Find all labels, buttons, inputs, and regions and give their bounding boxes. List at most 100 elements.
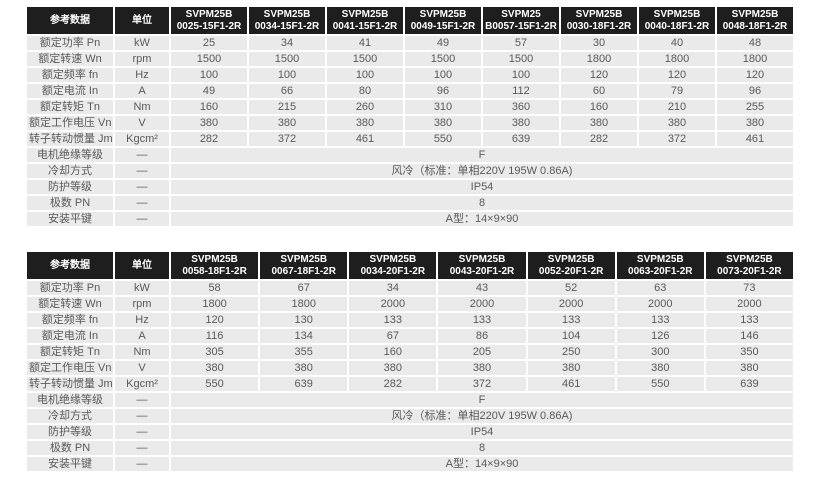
spec-value: 639 [705,377,793,391]
spec-value: 380 [639,116,715,130]
spec-value: 133 [527,313,615,327]
row-param-label: 转子转动惯量 Jm [27,132,113,146]
model-series-label: SVPM25B [369,253,417,265]
spec-value: 380 [405,116,481,130]
model-code-label: 0043-20F1-2R [449,265,515,277]
spec-value: 160 [561,100,637,114]
row-param-label: 额定工作电压 Vn [27,116,113,130]
row-unit-label: — [115,164,169,178]
spec-value: 1500 [483,52,559,66]
spec-value: 120 [717,68,793,82]
row-unit-label: Kgcm² [115,132,169,146]
spec-table-15-18-series: 参考数据 单位 SVPM25B 0025-15F1-2R SVPM25B 0034-1… [25,5,795,228]
model-header: SVPM25B 0048-18F1-2R [717,7,793,34]
spec-value: 355 [260,345,348,359]
row-unit-label: — [115,180,169,194]
model-header: SVPM25B 0049-15F1-2R [405,7,481,34]
model-code-label: 0063-20F1-2R [628,265,693,277]
merged-spec-value: F [171,393,793,407]
spec-row: 额定功率 Pn kW 25 34 41 49 57 30 40 48 [27,36,793,50]
row-param-label: 额定功率 Pn [27,36,113,50]
merged-spec-value: A型：14×9×90 [171,457,793,471]
spec-value: 255 [717,100,793,114]
row-param-label: 冷却方式 [27,164,113,178]
model-code-label: 0048-18F1-2R [722,20,788,32]
model-header: SVPM25B 0040-18F1-2R [639,7,715,34]
spec-value: 380 [171,361,259,375]
spec-row: 防护等级 — IP54 [27,425,793,439]
spec-value: 372 [639,132,715,146]
row-param-label: 额定频率 fn [27,68,113,82]
model-series-label: SVPM25B [547,253,595,265]
model-series-label: SVPM25B [419,8,467,20]
spec-value: 1800 [717,52,793,66]
model-series-label: SVPM25B [191,253,238,265]
spec-value: 2000 [527,297,615,311]
spec-row: 冷却方式 — 风冷（标准：单相220V 195W 0.86A) [27,164,793,178]
row-unit-label: A [115,329,169,343]
row-param-label: 转子转动惯量 Jm [27,377,113,391]
spec-value: 41 [327,36,403,50]
row-param-label: 电机绝缘等级 [27,393,113,407]
spec-row: 额定电流 In A 116 134 67 86 104 126 146 [27,329,793,343]
row-param-label: 电机绝缘等级 [27,148,113,162]
spec-row: 极数 PN —8 [27,196,793,210]
model-code-label: 0041-15F1-2R [332,20,398,32]
spec-value: 58 [171,281,259,295]
spec-table-18-20-series: 参考数据 单位 SVPM25B 0058-18F1-2R SVPM25B 0067-1… [25,250,795,473]
spec-value: 380 [349,361,437,375]
model-header: SVPM25B 0067-18F1-2R [260,252,348,279]
spec-value: 52 [527,281,615,295]
spec-value: 380 [171,116,247,130]
model-code-label: 0025-15F1-2R [176,20,242,32]
spec-row: 额定转速 Wn rpm 1800 1800 2000 2000 2000 2000 2000 [27,297,793,311]
spec-value: 66 [249,84,325,98]
row-unit-label: V [115,116,169,130]
row-param-label: 安装平键 [27,212,113,226]
spec-value: 120 [561,68,637,82]
spec-value: 96 [717,84,793,98]
spec-row: 额定功率 Pn kW 58 67 34 43 52 63 73 [27,281,793,295]
spec-value: 86 [438,329,526,343]
row-param-label: 防护等级 [27,425,113,439]
spec-value: 134 [260,329,348,343]
spec-value: 380 [705,361,793,375]
spec-value: 100 [249,68,325,82]
model-series-label: SVPM25B [575,8,623,20]
model-code-label: 0049-15F1-2R [410,20,476,32]
row-param-label: 极数 PN [27,196,113,210]
model-series-label: SVPM25B [185,8,233,20]
spec-row: 额定工作电压 Vn V 380 380 380 380 380 380 380 380 [27,116,793,130]
spec-value: 380 [327,116,403,130]
spec-value: 305 [171,345,259,359]
spec-value: 282 [171,132,247,146]
spec-value: 205 [438,345,526,359]
merged-spec-value: 风冷（标准：单相220V 195W 0.86A) [171,164,793,178]
row-param-label: 额定功率 Pn [27,281,113,295]
spec-row: 安装平键 — A型：14×9×90 [27,212,793,226]
model-code-label: 0034-15F1-2R [254,20,320,32]
spec-value: 350 [705,345,793,359]
row-unit-label: — [115,457,169,471]
row-param-label: 极数 PN [27,441,113,455]
row-param-label: 额定转速 Wn [27,297,113,311]
model-series-label: SVPM25B [653,8,701,20]
model-header: SVPM25B 0058-18F1-2R [171,252,259,279]
row-param-label: 额定转速 Wn [27,52,113,66]
row-unit-label: A [115,84,169,98]
spec-row: 额定工作电压 Vn V 380 380 380 380 380 380 380 [27,361,793,375]
merged-spec-value: IP54 [171,425,793,439]
param-header: 参考数据 [27,252,113,279]
spec-value: 133 [438,313,526,327]
spec-value: 120 [171,313,259,327]
spec-value: 282 [349,377,437,391]
spec-value: 67 [349,329,437,343]
spec-value: 1500 [171,52,247,66]
spec-value: 133 [616,313,704,327]
row-unit-label: kW [115,36,169,50]
header-row: 参考数据 单位 SVPM25B 0025-15F1-2R SVPM25B 0034-1… [27,7,793,34]
model-header: SVPM25B 0073-20F1-2R [705,252,793,279]
model-code-label: 0040-18F1-2R [644,20,710,32]
row-param-label: 冷却方式 [27,409,113,423]
spec-value: 215 [249,100,325,114]
